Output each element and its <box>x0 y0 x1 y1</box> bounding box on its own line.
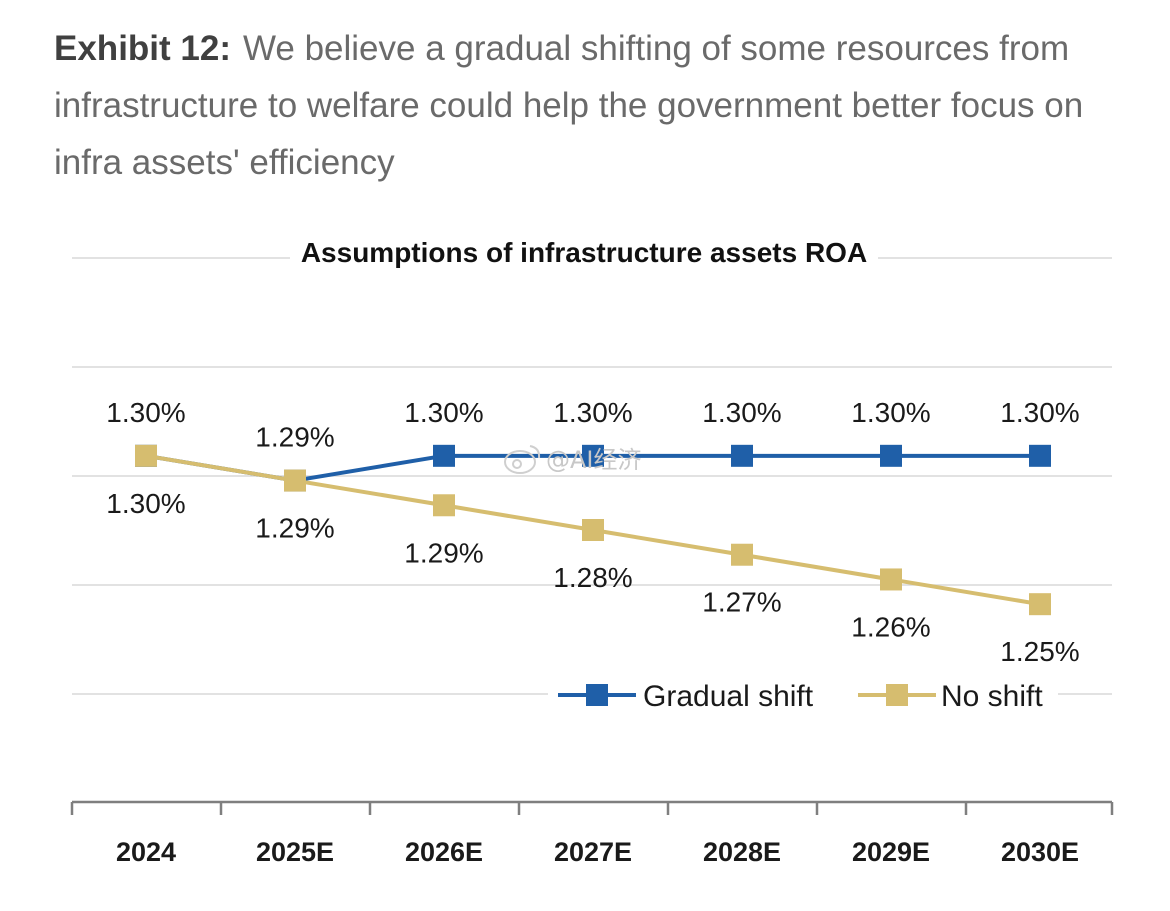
data-point <box>582 519 604 541</box>
legend-item: Gradual shift <box>558 680 814 713</box>
data-label: 1.26% <box>851 611 930 642</box>
chart-legend: Gradual shift No shift <box>548 670 1058 720</box>
data-point <box>880 444 902 467</box>
data-label: 1.30% <box>1000 397 1079 428</box>
data-label: 1.30% <box>404 397 483 428</box>
weibo-icon <box>504 445 541 474</box>
x-tick-label: 2025E <box>256 837 334 867</box>
x-tick-label: 2027E <box>554 837 632 867</box>
chart-title: Assumptions of infrastructure assets ROA <box>301 237 867 268</box>
exhibit-text: We believe a gradual shifting of some re… <box>54 29 1084 182</box>
x-tick-label: 2029E <box>852 837 930 867</box>
data-label: 1.29% <box>404 537 483 568</box>
legend-swatch-marker <box>886 684 908 706</box>
x-tick-label: 2024 <box>116 837 176 867</box>
data-point <box>433 494 455 517</box>
data-point <box>880 568 902 591</box>
data-point <box>1029 444 1051 467</box>
legend-swatch-marker <box>586 684 608 706</box>
legend-item: No shift <box>858 680 1043 713</box>
legend-label: No shift <box>941 680 1043 713</box>
legend-label: Gradual shift <box>643 680 814 713</box>
series-no-shift <box>135 444 1051 616</box>
x-tick-label: 2030E <box>1001 837 1079 867</box>
x-tick-label: 2028E <box>703 837 781 867</box>
data-label: 1.30% <box>851 397 930 428</box>
watermark-text: @AI经济 <box>546 446 642 474</box>
data-label: 1.29% <box>255 422 334 453</box>
x-axis: 2024 2025E 2026E 2027E 2028E 2029E 2030E <box>70 800 1114 867</box>
data-label: 1.29% <box>255 513 334 544</box>
exhibit-label: Exhibit 12: <box>54 29 231 68</box>
data-label: 1.27% <box>702 587 781 618</box>
data-point <box>433 444 455 467</box>
exhibit-caption: Exhibit 12: We believe a gradual shifting… <box>54 20 1134 191</box>
data-point <box>284 469 306 492</box>
chart-series: 1.30% 1.29% 1.30% 1.30% 1.30% 1.30% 1.30% 1.30%… <box>106 397 1079 667</box>
chart-gridlines <box>72 257 1112 695</box>
data-label: 1.30% <box>553 397 632 428</box>
data-point <box>135 444 157 467</box>
data-label: 1.28% <box>553 562 632 593</box>
data-label: 1.30% <box>106 488 185 519</box>
data-point <box>582 444 604 467</box>
data-labels: 1.30% 1.29% 1.30% 1.30% 1.30% 1.30% 1.30% 1.30%… <box>106 397 1079 667</box>
data-point <box>731 444 753 467</box>
data-label: 1.30% <box>702 397 781 428</box>
data-point <box>731 543 753 566</box>
x-tick-label: 2026E <box>405 837 483 867</box>
data-label: 1.25% <box>1000 636 1079 667</box>
data-label: 1.30% <box>106 397 185 428</box>
data-point <box>1029 593 1051 616</box>
watermark: @AI经济 <box>504 445 642 474</box>
